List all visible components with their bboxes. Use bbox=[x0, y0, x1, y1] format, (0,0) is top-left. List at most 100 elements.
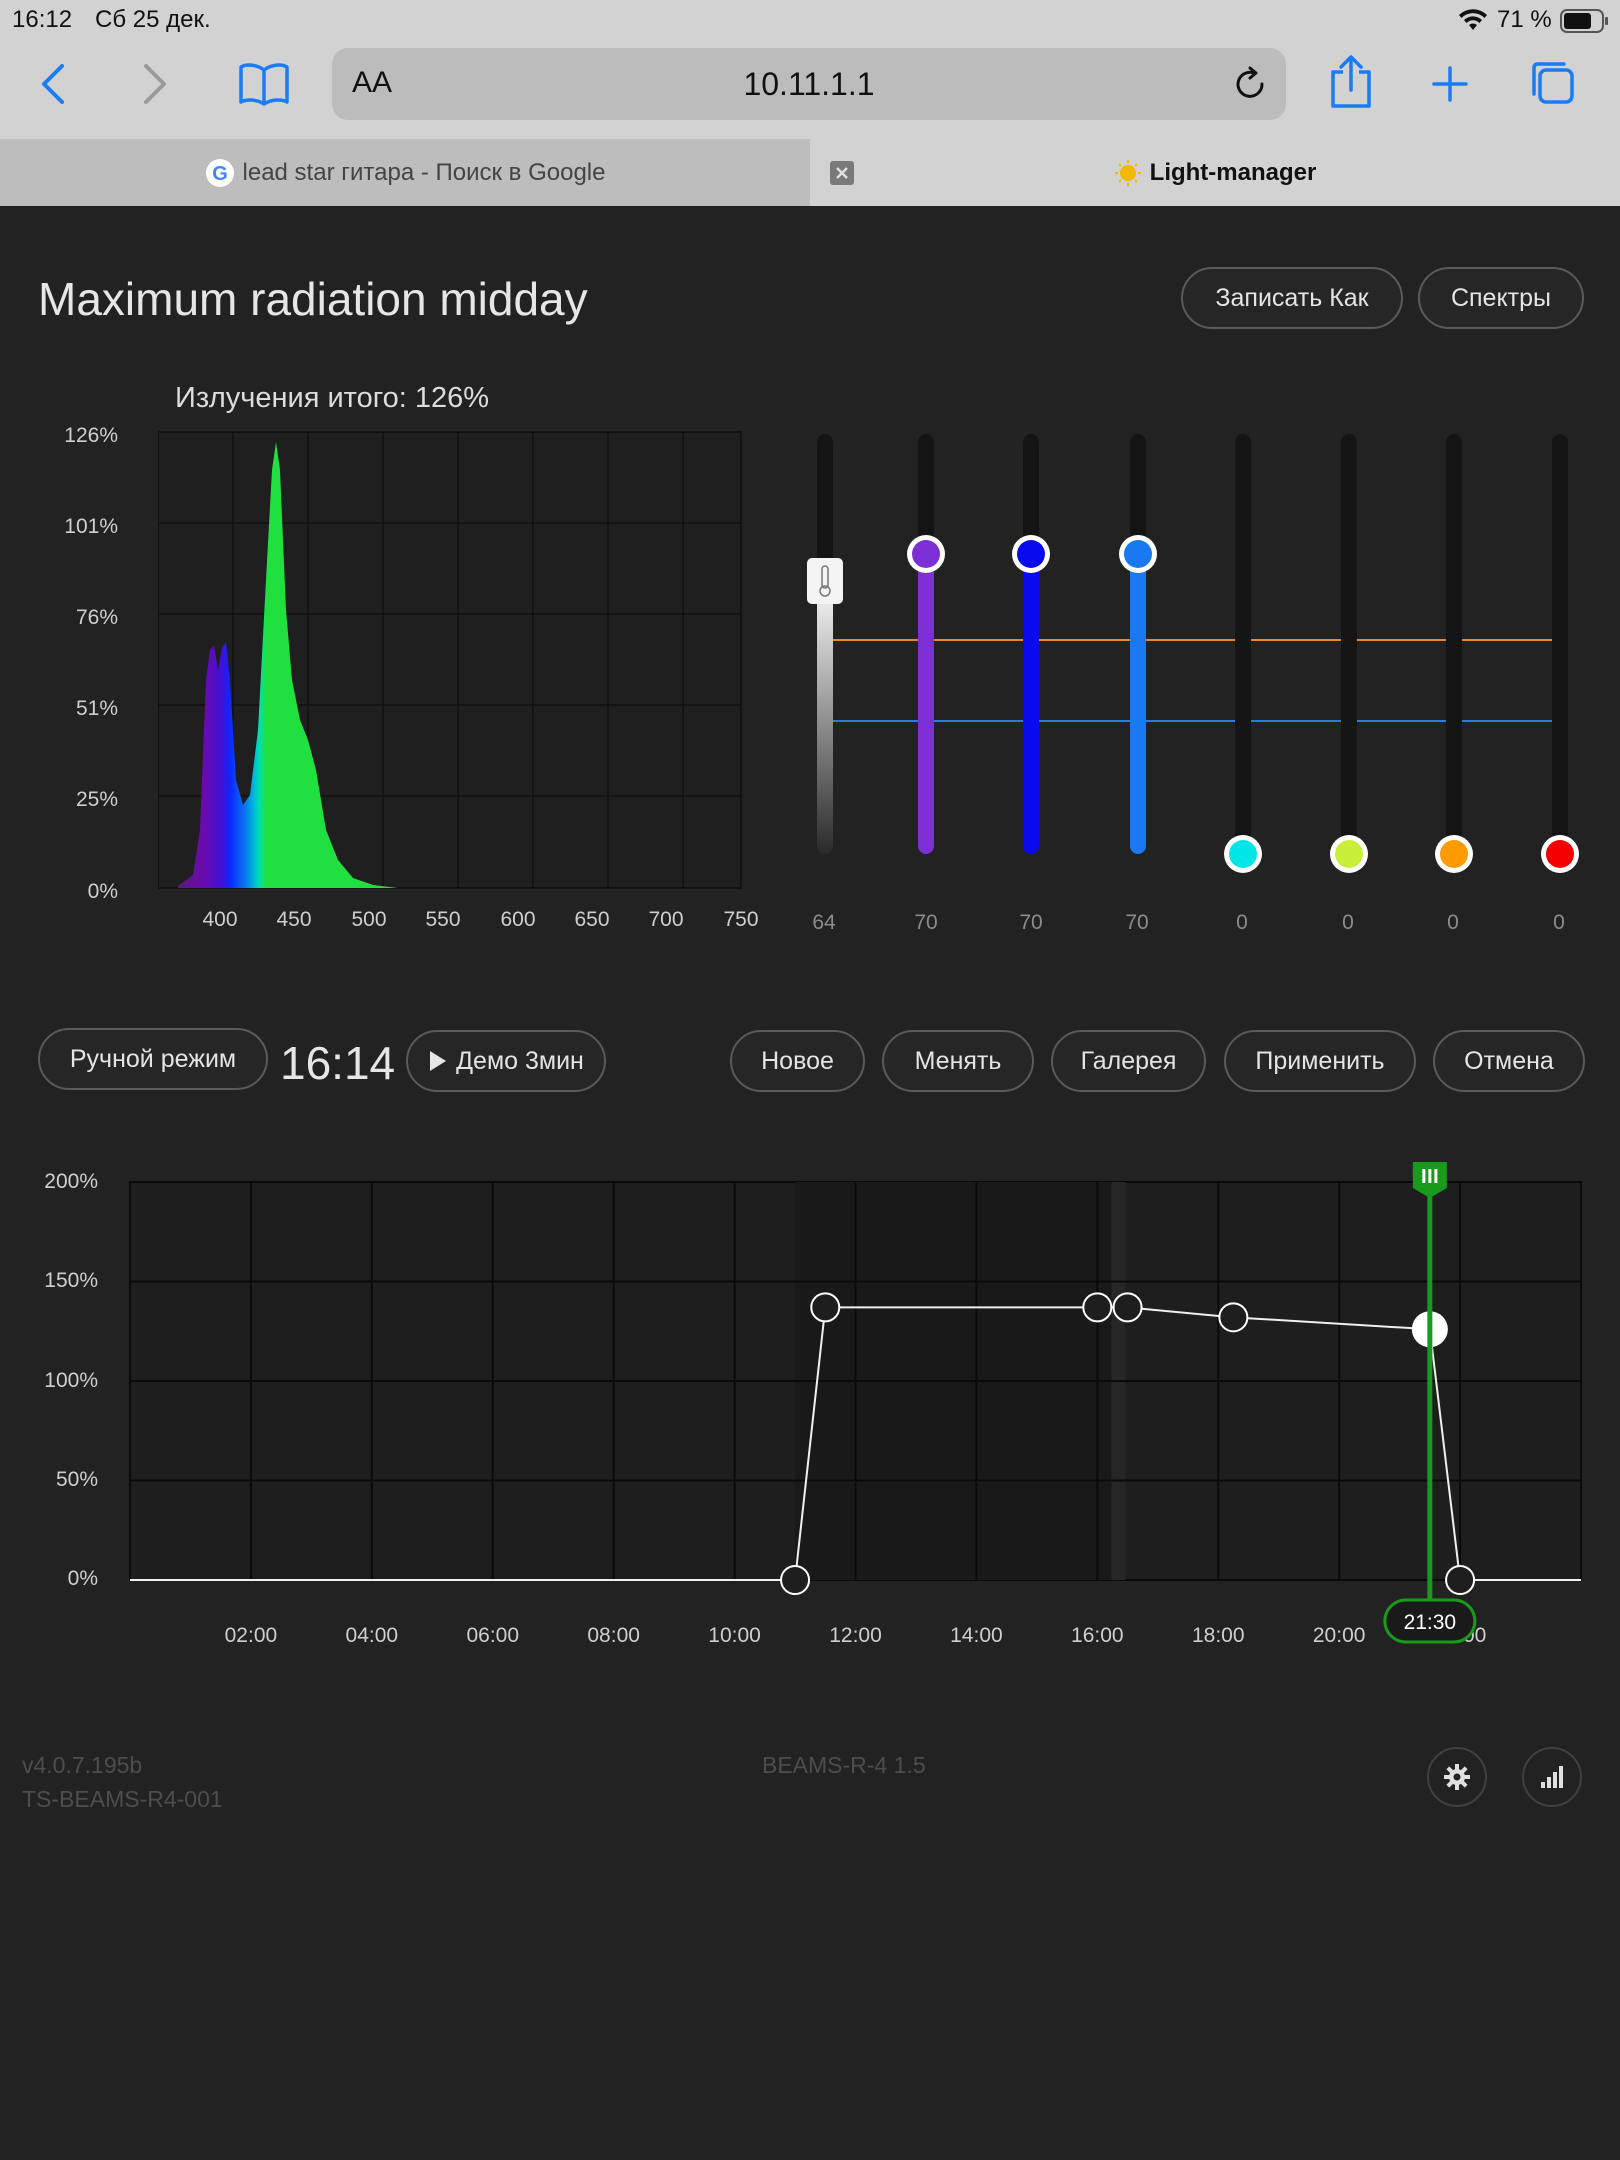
schedule-point[interactable] bbox=[1082, 1292, 1113, 1323]
slider-handle-color bbox=[1017, 540, 1045, 568]
spectrum-x-tick: 500 bbox=[351, 908, 387, 931]
battery-icon bbox=[1560, 9, 1608, 33]
temperature-handle-icon[interactable] bbox=[807, 558, 843, 604]
tabs-overview-icon[interactable] bbox=[1528, 58, 1578, 108]
spectrum-y-tick: 126% bbox=[64, 424, 118, 447]
schedule-y-tick: 0% bbox=[67, 1567, 98, 1590]
address-bar[interactable]: AA 10.11.1.1 bbox=[332, 48, 1286, 120]
schedule-x-tick: 16:00 bbox=[1071, 1624, 1124, 1647]
tab-title: Light-manager bbox=[1149, 158, 1317, 186]
spectrum-x-tick: 650 bbox=[574, 908, 610, 931]
thermometer-bulb bbox=[819, 585, 831, 597]
device-model: BEAMS-R-4 1.5 bbox=[762, 1752, 926, 1778]
spectrum-y-tick: 76% bbox=[75, 606, 118, 629]
schedule-x-tick: 18:00 bbox=[1192, 1624, 1245, 1647]
spectrum-y-tick: 101% bbox=[64, 515, 118, 538]
schedule-chart[interactable]: 02:00 04:00 06:00 08:00 10:00 12:00 14:00 16:00… bbox=[0, 1150, 1620, 1670]
channel-value: 0 bbox=[1447, 911, 1459, 934]
apply-button[interactable]: Применить bbox=[1224, 1030, 1416, 1092]
schedule-point[interactable] bbox=[1218, 1302, 1249, 1333]
schedule-x-tick: 04:00 bbox=[346, 1624, 399, 1647]
thermometer-icon bbox=[821, 565, 829, 589]
spectrum-x-tick: 700 bbox=[648, 908, 684, 931]
schedule-x-tick: 20:00 bbox=[1313, 1624, 1366, 1647]
slider-track bbox=[1446, 434, 1462, 854]
spectrum-y-tick: 0% bbox=[87, 880, 118, 903]
save-as-button[interactable]: Записать Как bbox=[1181, 267, 1403, 329]
slider-handle-color bbox=[1124, 540, 1152, 568]
status-time: 16:12 bbox=[12, 6, 73, 33]
schedule-point[interactable] bbox=[810, 1292, 841, 1323]
page-title: Maximum radiation midday bbox=[38, 273, 588, 325]
firmware-version: v4.0.7.195b bbox=[22, 1752, 143, 1778]
spectra-button[interactable]: Спектры bbox=[1418, 267, 1584, 329]
cursor-grip-line bbox=[1428, 1169, 1432, 1183]
spectrum-chart bbox=[158, 431, 742, 889]
slider-handle-color bbox=[912, 540, 940, 568]
forward-icon[interactable] bbox=[140, 62, 170, 106]
spectrum-x-tick: 550 bbox=[425, 908, 461, 931]
schedule-x-tick: 02:00 bbox=[225, 1624, 278, 1647]
change-button[interactable]: Менять bbox=[882, 1030, 1034, 1092]
share-icon[interactable] bbox=[1328, 54, 1374, 110]
slider-handle-color bbox=[1440, 840, 1468, 868]
schedule-x-tick: 10:00 bbox=[708, 1624, 761, 1647]
slider-track bbox=[1235, 434, 1251, 854]
slider-fill bbox=[817, 575, 833, 854]
spectrum-x-tick: 600 bbox=[500, 908, 536, 931]
gear-icon bbox=[1444, 1764, 1470, 1790]
tab-bar: G lead star гитара - Поиск в Google Ligh… bbox=[0, 139, 1620, 206]
new-tab-icon[interactable] bbox=[1430, 64, 1470, 104]
sun-icon bbox=[1114, 159, 1141, 186]
schedule-y-tick: 100% bbox=[44, 1369, 98, 1392]
channel-value: 64 bbox=[812, 911, 836, 934]
channel-value: 0 bbox=[1236, 911, 1248, 934]
slider-handle-color bbox=[1229, 840, 1257, 868]
schedule-x-tick: 14:00 bbox=[950, 1624, 1003, 1647]
demo-label: Демо 3мин bbox=[456, 1046, 584, 1075]
channel-value: 70 bbox=[1125, 911, 1149, 934]
back-icon[interactable] bbox=[38, 62, 68, 106]
slider-fill bbox=[1023, 554, 1039, 854]
play-icon bbox=[430, 1051, 447, 1071]
schedule-y-tick: 50% bbox=[55, 1468, 98, 1491]
bookmarks-icon[interactable] bbox=[238, 62, 290, 106]
cursor-time-label: 21:30 bbox=[1404, 1611, 1457, 1634]
schedule-point[interactable] bbox=[780, 1565, 811, 1595]
url-text: 10.11.1.1 bbox=[743, 66, 875, 102]
demo-button[interactable]: Демо 3мин bbox=[406, 1030, 606, 1092]
spectrum-x-tick: 450 bbox=[276, 908, 312, 931]
channel-sliders bbox=[807, 434, 1579, 873]
schedule-x-tick: 08:00 bbox=[587, 1624, 640, 1647]
slider-handle-color bbox=[1335, 840, 1363, 868]
schedule-point[interactable] bbox=[1112, 1292, 1143, 1323]
schedule-y-tick: 200% bbox=[44, 1170, 98, 1193]
spectrum-x-tick: 750 bbox=[723, 908, 759, 931]
signal-button[interactable] bbox=[1522, 1747, 1582, 1807]
tab-light-manager[interactable]: Light-manager bbox=[810, 139, 1620, 206]
manual-mode-button[interactable]: Ручной режим bbox=[38, 1028, 268, 1090]
tab-google-search[interactable]: G lead star гитара - Поиск в Google bbox=[0, 139, 810, 206]
cancel-button[interactable]: Отмена bbox=[1433, 1030, 1585, 1092]
close-tab-icon[interactable] bbox=[830, 161, 854, 185]
channel-value: 0 bbox=[1342, 911, 1354, 934]
new-button[interactable]: Новое bbox=[730, 1030, 865, 1092]
google-icon: G bbox=[205, 158, 234, 187]
schedule-point[interactable] bbox=[1445, 1565, 1476, 1595]
schedule-x-tick: 06:00 bbox=[466, 1624, 519, 1647]
signal-icon bbox=[1541, 1766, 1563, 1788]
device-id: TS-BEAMS-R4-001 bbox=[22, 1786, 223, 1812]
slider-track bbox=[1552, 434, 1568, 854]
schedule-x-tick: 12:00 bbox=[829, 1624, 882, 1647]
settings-button[interactable] bbox=[1427, 1747, 1487, 1807]
wifi-icon bbox=[1459, 9, 1487, 30]
status-date: Сб 25 дек. bbox=[95, 6, 211, 33]
spectrum-y-tick: 25% bbox=[75, 788, 118, 811]
slider-track bbox=[1341, 434, 1357, 854]
spectrum-curve bbox=[178, 442, 398, 888]
channel-value: 0 bbox=[1553, 911, 1565, 934]
clock-display: 16:14 bbox=[280, 1037, 396, 1089]
reload-icon[interactable] bbox=[1232, 66, 1268, 102]
text-size-button[interactable]: AA bbox=[352, 66, 393, 99]
gallery-button[interactable]: Галерея bbox=[1051, 1030, 1206, 1092]
